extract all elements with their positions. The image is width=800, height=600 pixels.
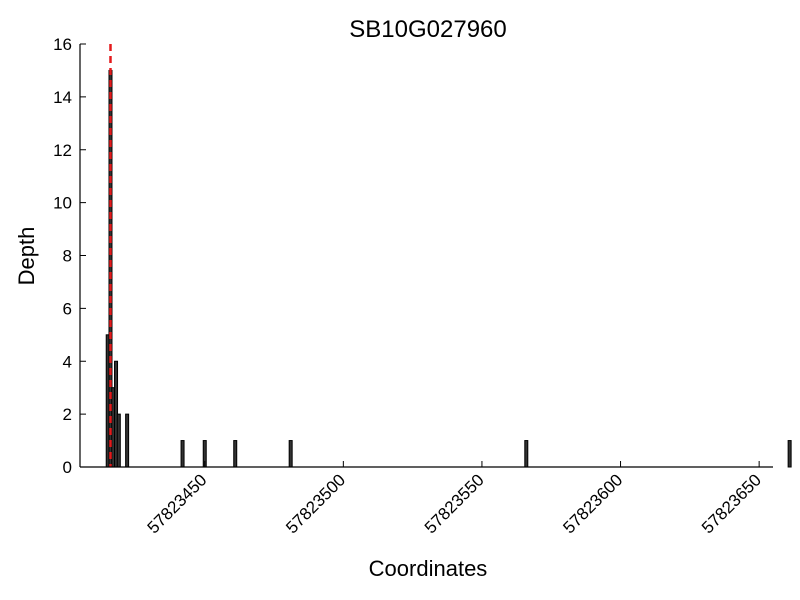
bar [288,440,293,468]
y-tick-label: 10 [53,194,72,213]
y-tick-label: 4 [63,352,72,371]
bar [180,440,185,468]
x-tick-label: 57823550 [421,470,488,537]
y-tick-label: 16 [53,35,72,54]
x-tick-label: 57823500 [282,470,349,537]
bar [524,440,529,468]
bar [125,413,130,468]
y-tick-label: 12 [53,141,72,160]
x-axis-label: Coordinates [369,556,488,581]
x-tick-label: 57823600 [559,470,626,537]
y-tick-label: 8 [63,247,72,266]
bar [233,440,238,468]
bar [787,440,792,468]
y-tick-label: 0 [63,458,72,477]
x-tick-label: 57823450 [144,470,211,537]
y-tick-label: 14 [53,88,72,107]
chart-title: SB10G027960 [349,16,506,43]
plot-area: 0 2 4 6 8 10 12 14 16 57823450 57823500 57823550 578… [53,35,792,537]
y-tick-label: 2 [63,405,72,424]
x-tick-label: 57823650 [698,470,765,537]
y-tick-label: 6 [63,299,72,318]
bar [116,413,121,468]
y-axis-label: Depth [14,227,39,286]
